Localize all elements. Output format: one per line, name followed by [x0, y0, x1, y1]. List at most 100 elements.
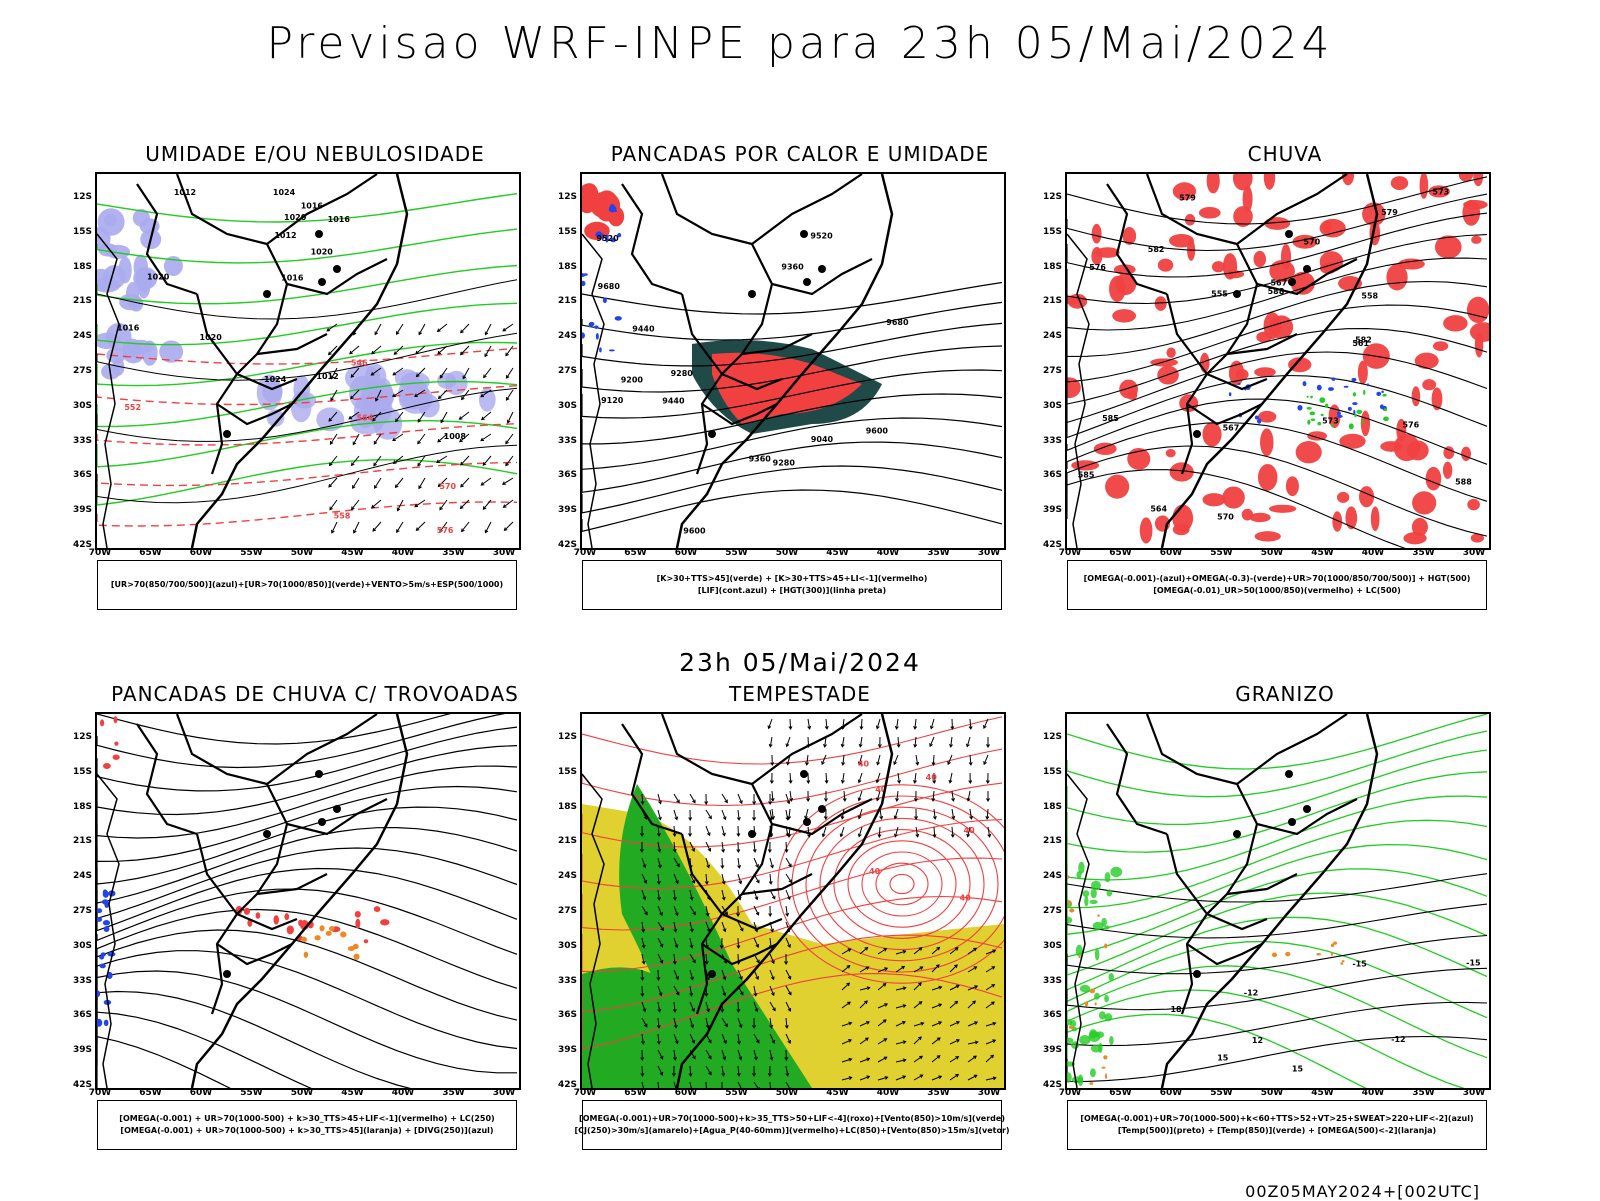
contour-label: 1016	[301, 202, 324, 211]
contour-label: 9440	[632, 325, 655, 334]
contour-label: 1008	[444, 432, 467, 441]
contour-label: 9040	[811, 435, 834, 444]
contour-label: 9680	[886, 318, 909, 327]
lat-tick-label: 18S	[1034, 802, 1062, 812]
mid-title: 23h 05/Mai/2024	[0, 648, 1600, 677]
lat-tick-label: 33S	[1034, 976, 1062, 986]
lat-tick-label: 21S	[1034, 836, 1062, 846]
panel-title: TEMPESTADE	[555, 682, 1045, 706]
contour-label: -12	[1391, 1035, 1405, 1044]
legend-box: [UR>70(850/700/500)](azul)+[UR>70(1000/8…	[97, 560, 517, 610]
lat-tick-label: 15S	[1034, 767, 1062, 777]
contour-label: 12	[1252, 1036, 1263, 1045]
contour-label: -15	[1352, 960, 1367, 969]
lat-tick-label: 24S	[549, 331, 577, 341]
contour-label: 1024	[264, 375, 287, 384]
lat-tick-label: 12S	[1034, 192, 1062, 202]
lat-tick-label: 21S	[64, 836, 92, 846]
panel-title: UMIDADE E/OU NEBULOSIDADE	[70, 142, 560, 166]
contour-label: 558	[334, 511, 351, 520]
lat-tick-label: 39S	[1034, 505, 1062, 515]
legend-text: [K>30+TTS>45](verde) + [K>30+TTS>45+LI<-…	[657, 573, 928, 585]
lat-tick-label: 36S	[1034, 1010, 1062, 1020]
lat-tick-label: 12S	[64, 192, 92, 202]
lat-tick-label: 18S	[64, 802, 92, 812]
contour-label: 570	[1217, 513, 1234, 522]
lat-tick-label: 24S	[64, 331, 92, 341]
lat-tick-label: 15S	[64, 227, 92, 237]
lat-tick-label: 30S	[64, 401, 92, 411]
lat-tick-label: 18S	[549, 262, 577, 272]
lat-tick-label: 15S	[549, 227, 577, 237]
contour-label: 582	[1355, 335, 1372, 344]
legend-box: [OMEGA(-0.001)-(azul)+OMEGA(-0.3)-(verde…	[1067, 560, 1487, 610]
legend-text: [CJ(250)>30m/s](amarelo)+[Agua_P(40-60mm…	[574, 1125, 1009, 1137]
lat-tick-label: 36S	[549, 1010, 577, 1020]
lat-tick-label: 30S	[1034, 401, 1062, 411]
contour-label: 9200	[621, 375, 644, 384]
panel-title: CHUVA	[1040, 142, 1530, 166]
legend-text: [OMEGA(-0.001)+UR>70(1000-500)+k<60+TTS>…	[1080, 1113, 1473, 1125]
lat-tick-label: 36S	[549, 470, 577, 480]
lat-tick-label: 18S	[64, 262, 92, 272]
contour-label: 570	[439, 482, 456, 491]
lat-tick-label: 27S	[64, 906, 92, 916]
legend-box: [OMEGA(-0.001) + UR>70(1000-500) + k>30_…	[97, 1100, 517, 1150]
contour-label: 585	[1102, 414, 1119, 423]
contour-label: 9600	[683, 527, 706, 536]
lat-tick-label: 21S	[64, 296, 92, 306]
lat-tick-label: 36S	[1034, 470, 1062, 480]
contour-label: 564	[357, 414, 374, 423]
lat-tick-label: 18S	[1034, 262, 1062, 272]
legend-text: [OMEGA(-0.001)+UR>70(1000-500)+k>35_TTS>…	[579, 1113, 1005, 1125]
contour-label: 579	[1381, 208, 1398, 217]
lat-tick-label: 39S	[549, 1045, 577, 1055]
contour-label: 582	[1148, 245, 1165, 254]
lat-tick-label: 27S	[549, 366, 577, 376]
contour-label: 552	[124, 403, 141, 412]
lat-tick-label: 24S	[64, 871, 92, 881]
panel-title: PANCADAS POR CALOR E UMIDADE	[555, 142, 1045, 166]
contour-label: 9600	[866, 427, 889, 436]
contour-label: 15	[1292, 1065, 1304, 1074]
contour-label: 9280	[671, 369, 694, 378]
contour-label: 9360	[749, 455, 772, 464]
lat-tick-label: 12S	[549, 192, 577, 202]
contour-label: 579	[1179, 193, 1196, 202]
lat-tick-label: 21S	[1034, 296, 1062, 306]
lat-tick-label: 36S	[64, 470, 92, 480]
contour-label: 1016	[328, 215, 351, 224]
lat-tick-label: 24S	[549, 871, 577, 881]
contour-label: 9280	[773, 458, 796, 467]
lat-tick-label: 18S	[549, 802, 577, 812]
lat-tick-label: 24S	[1034, 331, 1062, 341]
lat-tick-label: 39S	[64, 1045, 92, 1055]
legend-text: [Temp(500)](preto) + [Temp(850)](verde) …	[1118, 1125, 1436, 1137]
contour-label: 40	[964, 826, 976, 835]
contour-label: 40	[926, 773, 938, 782]
legend-box: [K>30+TTS>45](verde) + [K>30+TTS>45+LI<-…	[582, 560, 1002, 610]
lat-tick-label: 24S	[1034, 871, 1062, 881]
contour-label: 555	[1211, 289, 1228, 298]
lat-tick-label: 30S	[549, 941, 577, 951]
map-plot	[95, 712, 521, 1090]
contour-label: 40	[869, 867, 881, 876]
legend-text: [UR>70(850/700/500)](azul)+[UR>70(1000/8…	[111, 579, 503, 591]
lat-tick-label: 15S	[1034, 227, 1062, 237]
contour-label: 1024	[273, 188, 296, 197]
contour-label: 1020	[311, 247, 334, 256]
contour-label: 576	[1089, 263, 1106, 272]
contour-label: 570	[1304, 237, 1321, 246]
legend-text: [OMEGA(-0.001)-(azul)+OMEGA(-0.3)-(verde…	[1084, 573, 1471, 585]
legend-text: [LIF](cont.azul) + [HGT(300)](linha pret…	[698, 585, 886, 597]
contour-label: -12	[1244, 988, 1258, 997]
main-title: Previsao WRF-INPE para 23h 05/Mai/2024	[0, 18, 1600, 69]
panel-title: GRANIZO	[1040, 682, 1530, 706]
lat-tick-label: 12S	[64, 732, 92, 742]
